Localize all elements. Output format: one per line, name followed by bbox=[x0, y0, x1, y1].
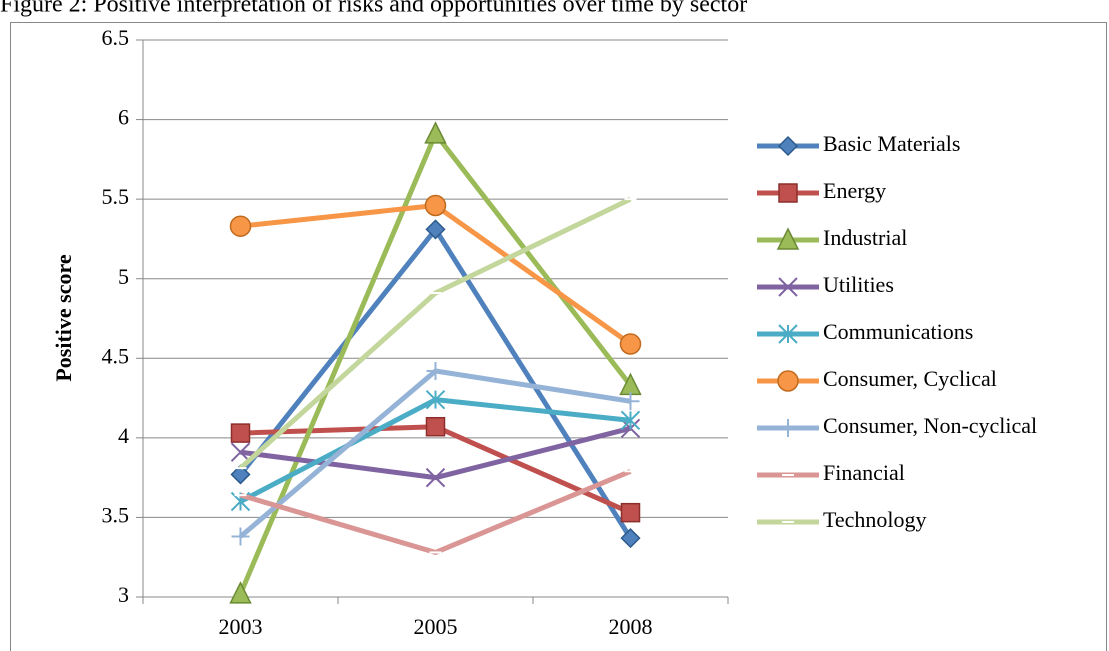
marker bbox=[620, 410, 641, 431]
marker bbox=[230, 442, 251, 462]
legend-label: Basic Materials bbox=[823, 131, 960, 156]
marker bbox=[229, 581, 252, 604]
legend-label: Energy bbox=[823, 178, 886, 203]
marker bbox=[777, 135, 799, 157]
x-tick-label: 2005 bbox=[414, 614, 458, 639]
marker bbox=[230, 464, 251, 485]
y-tick-label: 3 bbox=[118, 582, 129, 607]
y-tick-label: 5.5 bbox=[102, 184, 130, 209]
marker bbox=[778, 183, 798, 203]
marker bbox=[621, 392, 640, 411]
chart-border bbox=[10, 22, 1107, 651]
y-tick-label: 3.5 bbox=[102, 502, 130, 527]
x-tick-label: 2008 bbox=[609, 614, 653, 639]
x-tick-label: 2003 bbox=[219, 614, 263, 639]
marker bbox=[424, 194, 447, 217]
marker bbox=[620, 528, 641, 549]
marker bbox=[777, 370, 799, 392]
marker bbox=[776, 227, 800, 250]
legend-label: Consumer, Cyclical bbox=[823, 366, 997, 391]
legend-label: Consumer, Non-cyclical bbox=[823, 413, 1037, 438]
marker bbox=[425, 389, 446, 410]
marker bbox=[778, 324, 798, 344]
y-tick-label: 6.5 bbox=[102, 25, 130, 50]
marker bbox=[425, 416, 446, 437]
chart-title: Figure 2: Positive interpretation of ris… bbox=[0, 0, 747, 18]
y-axis-label: Positive score bbox=[51, 254, 76, 382]
y-tick-label: 4.5 bbox=[102, 343, 130, 368]
marker bbox=[779, 419, 797, 437]
marker bbox=[229, 215, 252, 237]
marker bbox=[231, 527, 250, 546]
y-tick-label: 6 bbox=[118, 105, 129, 130]
marker bbox=[620, 502, 641, 523]
y-tick-label: 4 bbox=[118, 423, 129, 448]
marker bbox=[424, 121, 447, 144]
legend-label: Utilities bbox=[823, 272, 894, 297]
y-tick-label: 5 bbox=[118, 264, 129, 289]
marker bbox=[778, 277, 798, 297]
legend-label: Technology bbox=[823, 507, 927, 532]
legend-label: Industrial bbox=[823, 225, 907, 250]
marker bbox=[426, 362, 445, 381]
marker bbox=[425, 467, 446, 488]
marker bbox=[619, 333, 642, 355]
marker bbox=[425, 219, 446, 240]
legend-label: Financial bbox=[823, 460, 905, 485]
marker bbox=[230, 423, 251, 443]
legend-label: Communications bbox=[823, 319, 973, 344]
